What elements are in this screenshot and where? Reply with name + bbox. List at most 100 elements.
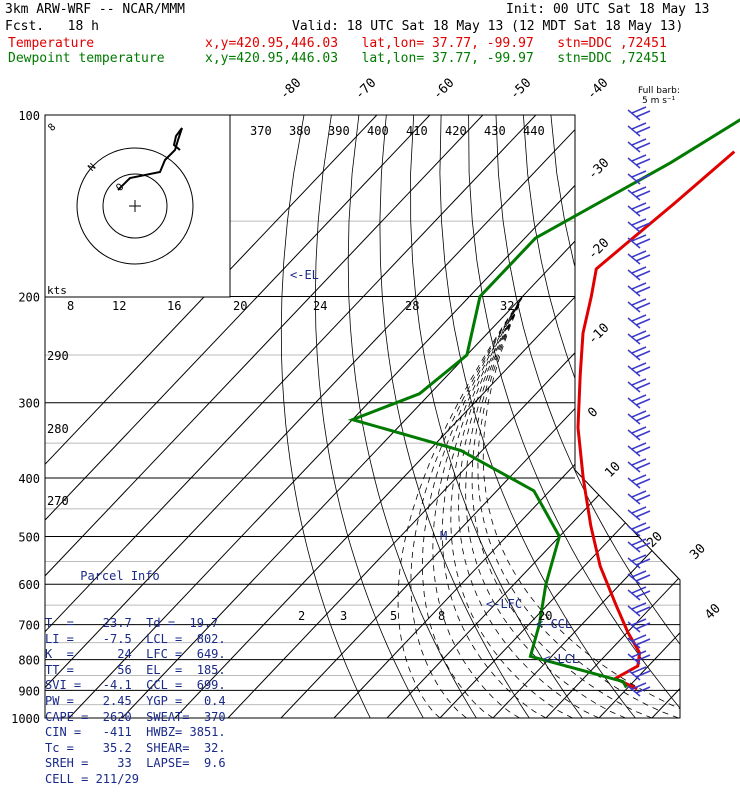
dry-adiabat: [716, 115, 740, 718]
pressure-tick: 100: [18, 109, 40, 123]
wind-barb: [628, 155, 650, 168]
barb-legend-units: 5 m s⁻¹: [642, 96, 676, 106]
level-annotation: <-LCL: [543, 652, 579, 666]
wind-barb: [628, 235, 650, 248]
level-annotation: <-CCL: [536, 617, 572, 631]
wind-barbs: [628, 107, 650, 696]
theta-label: 400: [367, 124, 389, 138]
wind-barb: [628, 347, 650, 360]
temp-tick-top: -40: [584, 76, 611, 103]
mixing-ratio-label: 2: [298, 609, 305, 623]
wind-barb: [628, 411, 650, 424]
wind-barb: [628, 187, 650, 200]
wind-barb: [628, 475, 650, 488]
pressure-tick: 900: [18, 684, 40, 698]
wind-barb: [628, 267, 650, 280]
wind-barb: [628, 283, 650, 296]
dry-adiabat: [688, 115, 740, 718]
parcel-info-title: Parcel Info: [45, 569, 195, 585]
isotherm: [175, 115, 740, 718]
parcel-info-row: LI = -7.5 LCL = 802.: [45, 632, 245, 648]
moist-adiabat: [423, 297, 523, 719]
isotherm: [652, 115, 740, 718]
dry-adiabat-label: 290: [47, 349, 69, 363]
mixing-ratio-label: 20: [233, 299, 247, 313]
isotherm: [493, 115, 740, 718]
pressure-tick: 500: [18, 530, 40, 544]
mixing-ratio-label: 3: [340, 609, 347, 623]
mixing-ratio-label: 12: [112, 299, 126, 313]
barb-legend: Full barb:: [638, 86, 680, 96]
pressure-tick: 400: [18, 472, 40, 486]
pressure-tick: 600: [18, 578, 40, 592]
wind-barb: [628, 251, 650, 264]
pressure-tick: 700: [18, 619, 40, 633]
theta-label: 410: [406, 124, 428, 138]
dry-adiabat-label: 280: [47, 422, 69, 436]
theta-label: 380: [289, 124, 311, 138]
theta-label: 390: [328, 124, 350, 138]
temp-tick-right: 0: [585, 405, 601, 421]
wind-barb: [628, 139, 650, 152]
wind-barb: [628, 299, 650, 312]
isotherm: [228, 115, 740, 718]
wind-barb: [628, 379, 650, 392]
temp-tick-top: -70: [352, 76, 379, 103]
wind-barb: [628, 619, 650, 632]
parcel-info-row: CIN = -411 HWBZ= 3851.: [45, 725, 245, 741]
hodo-units: kts: [47, 284, 67, 297]
theta-label: 440: [523, 124, 545, 138]
mixing-ratio-label: 8: [67, 299, 74, 313]
dry-adiabat: [633, 115, 740, 718]
level-annotation: M: [440, 529, 447, 543]
mixing-ratio-label: 32: [500, 299, 514, 313]
mixing-ratio-label: 8: [438, 609, 445, 623]
pressure-tick: 200: [18, 291, 40, 305]
wind-barb: [628, 123, 650, 136]
wind-barb: [628, 443, 650, 456]
theta-label: 430: [484, 124, 506, 138]
parcel-info-row: K = 24 LFC = 649.: [45, 647, 245, 663]
temp-tick-top: -50: [507, 76, 534, 103]
parcel-info-row: SREH = 33 LAPSE= 9.6: [45, 756, 245, 772]
wind-barb: [628, 459, 650, 472]
level-annotation: <-LFC: [486, 597, 522, 611]
temp-tick-top: -60: [430, 76, 457, 103]
parcel-info-row: TT = 56 EL = 185.: [45, 663, 245, 679]
wind-barb: [628, 107, 650, 120]
wind-barb: [628, 491, 650, 504]
parcel-info-row: CELL = 211/29: [45, 772, 245, 788]
pressure-tick: 1000: [11, 712, 40, 726]
wind-barb: [628, 395, 650, 408]
parcel-info-row: PW = 2.45 YGP = 0.4: [45, 694, 245, 710]
parcel-info-row: CAPE = 2620 SWEAT= 370: [45, 710, 245, 726]
pressure-tick: 300: [18, 397, 40, 411]
temp-tick-right: 20: [644, 529, 666, 551]
parcel-info-row: T = 23.7 Td = 19.7: [45, 616, 245, 632]
isotherm: [705, 115, 740, 718]
temp-tick-right: 10: [602, 459, 624, 481]
dry-adiabat-label: 270: [47, 494, 69, 508]
parcel-info-row: Tc = 35.2 SHEAR= 32.: [45, 741, 245, 757]
moist-adiabat: [483, 297, 705, 719]
level-annotation: <-EL: [290, 268, 319, 282]
dry-adiabat: [578, 115, 740, 718]
dry-adiabat: [496, 115, 740, 718]
wind-barb: [628, 315, 650, 328]
mixing-ratio-label: 5: [390, 609, 397, 623]
wind-barb: [628, 427, 650, 440]
temp-tick-right: 40: [702, 601, 724, 623]
isotherm: [440, 115, 740, 718]
temp-tick-top: -80: [277, 76, 304, 103]
temp-tick-right: -10: [585, 321, 612, 348]
wind-barb: [628, 203, 650, 216]
mixing-ratio-label: 16: [167, 299, 181, 313]
hodograph: 8 N O kts: [45, 115, 230, 297]
mixing-ratio-label: 24: [313, 299, 327, 313]
wind-barb: [628, 363, 650, 376]
wind-barb: [628, 523, 650, 536]
temp-tick-right: 30: [687, 541, 709, 563]
pressure-tick: 800: [18, 654, 40, 668]
